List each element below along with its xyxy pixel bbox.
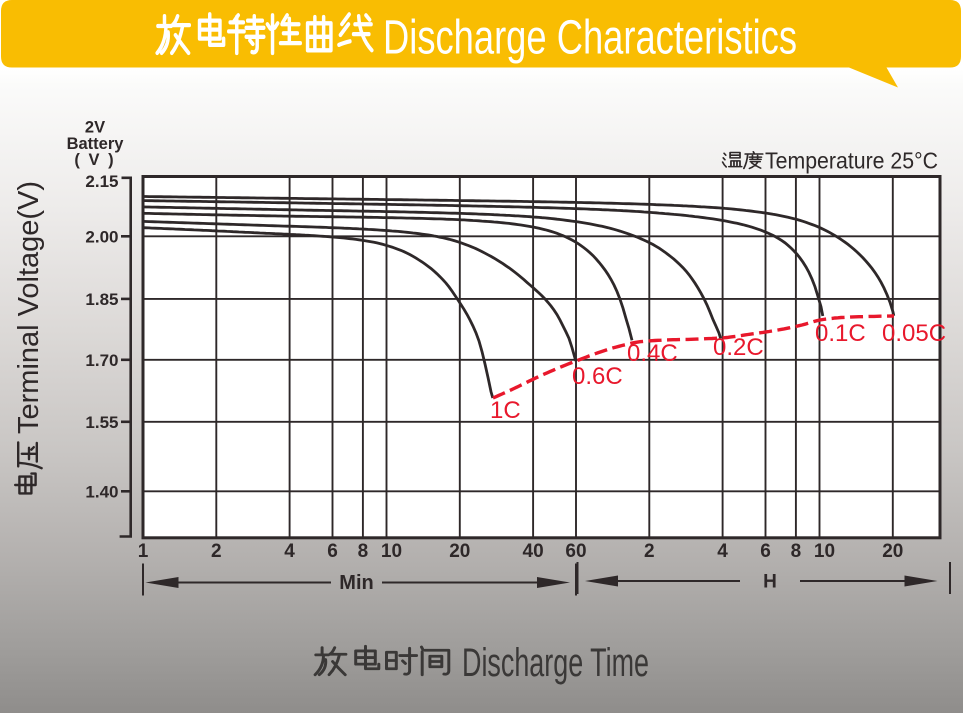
svg-text:0.2C: 0.2C [713,334,764,361]
svg-text:2.15: 2.15 [85,172,118,191]
svg-text:Discharge Time: Discharge Time [462,641,649,685]
svg-text:8: 8 [791,541,802,562]
svg-text:H: H [763,572,777,593]
svg-text:1: 1 [138,541,149,562]
svg-text:4: 4 [284,541,295,562]
svg-text:60: 60 [565,541,586,562]
svg-text:2: 2 [211,541,222,562]
svg-text:6: 6 [327,541,338,562]
svg-text:2V: 2V [85,119,105,137]
svg-text:0.05C: 0.05C [882,320,946,347]
svg-text:0.4C: 0.4C [627,340,678,367]
svg-text:10: 10 [814,541,835,562]
svg-text:2: 2 [644,541,655,562]
svg-text:Battery: Battery [67,135,125,153]
svg-text:Terminal Voltage(V): Terminal Voltage(V) [13,181,45,434]
svg-text:Temperature 25°C: Temperature 25°C [765,148,938,174]
svg-text:1.70: 1.70 [85,351,118,370]
svg-text:20: 20 [449,541,470,562]
svg-text:2.00: 2.00 [85,227,118,246]
svg-text:0.6C: 0.6C [572,363,623,390]
svg-text:1.40: 1.40 [85,482,118,501]
svg-text:1.85: 1.85 [85,290,118,309]
svg-text:20: 20 [882,541,903,562]
svg-text:10: 10 [381,541,402,562]
svg-text:6: 6 [760,541,771,562]
svg-text:4: 4 [717,541,728,562]
svg-text:1C: 1C [490,397,521,424]
svg-text:Discharge Characteristics: Discharge Characteristics [383,12,797,65]
svg-text:Min: Min [339,572,373,594]
svg-text:8: 8 [358,541,369,562]
svg-text:0.1C: 0.1C [815,320,866,347]
svg-text:1.55: 1.55 [85,413,118,432]
svg-text:( V ): ( V ) [74,151,115,169]
svg-text:40: 40 [523,541,544,562]
